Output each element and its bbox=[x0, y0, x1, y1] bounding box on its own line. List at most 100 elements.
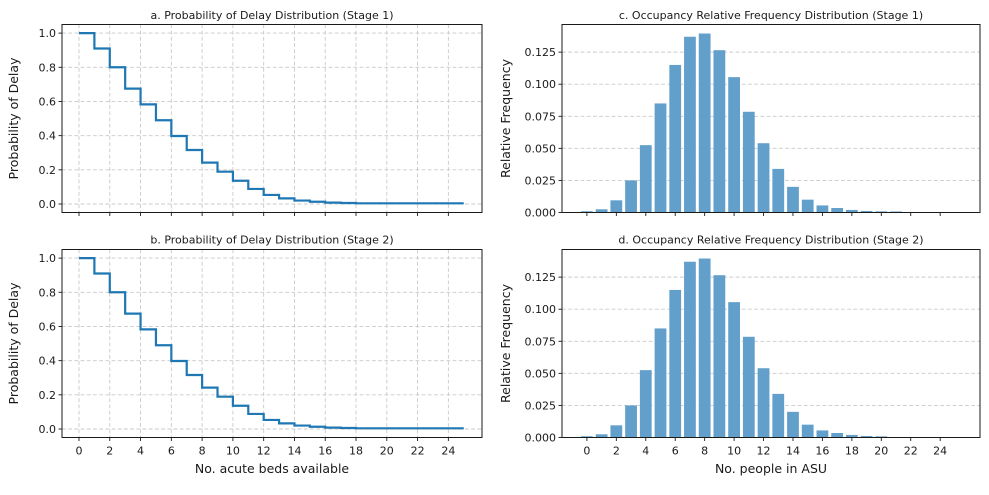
y-axis-label-c: Relative Frequency bbox=[498, 58, 513, 178]
plot-area-c: 0.000 0.025 0.050 0.075 0.100 0.125 bbox=[525, 24, 981, 220]
y-tick-label: 0.075 bbox=[525, 110, 557, 123]
bar bbox=[728, 302, 740, 438]
x-tick-label: 8 bbox=[701, 445, 708, 458]
x-tick-label: 14 bbox=[287, 445, 301, 458]
y-tick-label: 0.000 bbox=[525, 207, 557, 220]
y-tick-label: 0.125 bbox=[525, 271, 557, 284]
bar bbox=[698, 258, 711, 438]
plot-area-d: 0 2 4 6 8 10 12 14 16 18 20 22 240.0000.0250.0500.07… bbox=[525, 249, 981, 458]
ticks-a: 0.0 0.2 0.4 0.6 0.8 1.0 bbox=[39, 27, 449, 216]
x-axis-label-d: No. people in ASU bbox=[715, 461, 827, 476]
chart-title-a: a. Probability of Delay Distribution (St… bbox=[150, 9, 393, 22]
x-tick-label: 8 bbox=[199, 445, 206, 458]
y-tick-label: 0.075 bbox=[525, 335, 557, 348]
axes-frame-b bbox=[61, 249, 483, 438]
bar bbox=[728, 77, 740, 213]
x-tick-label: 22 bbox=[411, 445, 425, 458]
bar bbox=[698, 33, 711, 213]
bar bbox=[831, 208, 844, 213]
x-tick-label: 22 bbox=[904, 445, 918, 458]
y-tick-label: 0.000 bbox=[525, 432, 557, 445]
chart-title-c: c. Occupancy Relative Frequency Distribu… bbox=[619, 9, 923, 22]
x-tick-label: 24 bbox=[441, 445, 455, 458]
bar bbox=[610, 425, 623, 438]
bar bbox=[684, 36, 696, 213]
y-axis-label-d: Relative Frequency bbox=[498, 283, 513, 403]
bar bbox=[831, 433, 844, 438]
x-tick-label: 2 bbox=[106, 445, 113, 458]
subplot-a-delay-stage1: 0.0 0.2 0.4 0.6 0.8 1.0 a. Probability of Del… bbox=[6, 9, 483, 216]
y-axis-label-b: Probability of Delay bbox=[6, 282, 21, 405]
y-tick-label: 0.4 bbox=[39, 130, 57, 143]
bar bbox=[625, 180, 637, 213]
plot-area-a: 0.0 0.2 0.4 0.6 0.8 1.0 bbox=[39, 24, 483, 216]
x-tick-label: 10 bbox=[226, 445, 240, 458]
bar bbox=[772, 168, 785, 213]
x-tick-label: 0 bbox=[76, 445, 83, 458]
x-tick-label: 4 bbox=[137, 445, 144, 458]
x-axis-label-b: No. acute beds available bbox=[195, 461, 350, 476]
bar bbox=[595, 434, 608, 438]
gridlines-c bbox=[562, 51, 980, 213]
x-tick-label: 14 bbox=[786, 445, 800, 458]
delay-step-line bbox=[79, 32, 464, 205]
subplot-d-occupancy-stage2: 0 2 4 6 8 10 12 14 16 18 20 22 240.0000.0250.0500.07… bbox=[498, 234, 981, 476]
x-tick-label: 6 bbox=[168, 445, 175, 458]
y-tick-label: 0.100 bbox=[525, 78, 557, 91]
bar bbox=[860, 435, 873, 438]
subplot-b-delay-stage2: 0 2 4 6 8 10 12 14 16 18 20 22 240.00.20.40.60.81.0 … bbox=[6, 234, 483, 476]
bar bbox=[625, 405, 637, 438]
chart-title-d: d. Occupancy Relative Frequency Distribu… bbox=[618, 234, 923, 247]
y-tick-label: 0.125 bbox=[525, 46, 557, 59]
bar bbox=[801, 424, 814, 438]
ticks-d: 0 2 4 6 8 10 12 14 16 18 20 22 240.0000.0250.0500.07… bbox=[525, 271, 948, 457]
axes-frame-d bbox=[561, 249, 981, 438]
bar bbox=[713, 275, 726, 438]
bar bbox=[875, 436, 888, 438]
delay-step-line bbox=[79, 257, 464, 430]
y-tick-label: 1.0 bbox=[39, 27, 57, 40]
y-tick-label: 0.6 bbox=[39, 95, 57, 108]
bar bbox=[742, 336, 755, 438]
bar bbox=[581, 211, 593, 213]
bar bbox=[669, 64, 682, 213]
y-tick-label: 0.100 bbox=[525, 303, 557, 316]
bar bbox=[787, 411, 799, 438]
plot-area-b: 0 2 4 6 8 10 12 14 16 18 20 22 240.00.20.40.60.81.0 bbox=[39, 249, 483, 458]
bar bbox=[875, 211, 888, 213]
x-tick-label: 6 bbox=[672, 445, 679, 458]
bars-d bbox=[581, 258, 888, 438]
chart-title-b: b. Probability of Delay Distribution (St… bbox=[150, 234, 393, 247]
bar bbox=[757, 143, 770, 213]
bar bbox=[772, 393, 785, 438]
y-tick-label: 0.050 bbox=[525, 142, 557, 155]
x-tick-label: 12 bbox=[257, 445, 271, 458]
bar bbox=[845, 434, 858, 438]
ticks-c: 0.000 0.025 0.050 0.075 0.100 0.125 bbox=[525, 46, 941, 220]
y-tick-label: 0.2 bbox=[39, 389, 57, 402]
x-tick-label: 16 bbox=[318, 445, 332, 458]
bar bbox=[581, 436, 593, 438]
y-tick-label: 0.0 bbox=[39, 198, 57, 211]
ticks-b: 0 2 4 6 8 10 12 14 16 18 20 22 240.00.20.40.60.81.0 bbox=[39, 252, 456, 457]
bar bbox=[595, 209, 608, 213]
y-tick-label: 0.8 bbox=[39, 286, 57, 299]
bar bbox=[713, 50, 726, 213]
bar bbox=[787, 186, 799, 213]
x-tick-label: 20 bbox=[380, 445, 394, 458]
bars-c bbox=[581, 33, 902, 213]
bar bbox=[816, 430, 829, 438]
y-tick-label: 0.4 bbox=[39, 355, 57, 368]
axes-frame-a bbox=[61, 24, 483, 213]
bar bbox=[742, 111, 755, 213]
gridlines-a bbox=[62, 24, 482, 213]
subplot-c-occupancy-stage1: 0.000 0.025 0.050 0.075 0.100 0.125 c. Occupa… bbox=[498, 9, 981, 220]
gridlines-b bbox=[62, 249, 482, 438]
gridlines-d bbox=[562, 276, 980, 438]
x-tick-label: 24 bbox=[933, 445, 947, 458]
x-tick-label: 0 bbox=[583, 445, 590, 458]
bar bbox=[639, 370, 652, 438]
bar bbox=[639, 145, 652, 213]
x-tick-label: 16 bbox=[815, 445, 829, 458]
